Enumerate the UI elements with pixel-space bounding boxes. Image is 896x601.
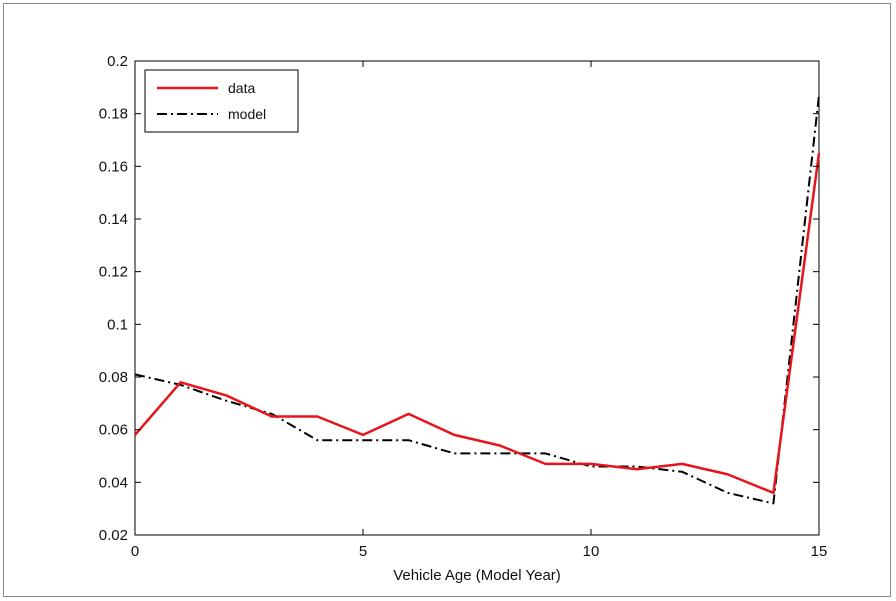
y-tick-label: 0.04 — [99, 474, 128, 491]
y-tick-label: 0.08 — [99, 369, 128, 386]
ticks-layer: 0 5 10 15 0.02 0.04 0.06 0.08 0.1 0.12 0.14 0.16 0.1… — [99, 53, 828, 560]
y-tick-label: 0.12 — [99, 264, 128, 281]
y-tick-label: 0.2 — [107, 53, 128, 70]
series-line-data — [134, 153, 821, 495]
y-tick-label: 0.06 — [99, 422, 128, 439]
x-tick-label: 5 — [359, 543, 367, 560]
y-tick-label: 0.14 — [99, 211, 128, 228]
legend-box — [144, 69, 299, 133]
y-tick-label: 0.18 — [99, 106, 128, 123]
x-tick-label: 10 — [583, 543, 600, 560]
series-line-model — [134, 95, 820, 505]
y-tick-label: 0.16 — [99, 158, 128, 175]
legend-label-data: data — [228, 80, 255, 96]
x-axis-label: Vehicle Age (Model Year) — [393, 567, 561, 584]
legend: data model — [144, 69, 299, 133]
x-tick-label: 0 — [131, 543, 139, 560]
legend-label-model: model — [228, 106, 266, 122]
plot-area — [134, 60, 820, 536]
y-tick-label: 0.1 — [107, 316, 128, 333]
figure-frame — [3, 3, 891, 597]
series-layer — [134, 95, 821, 505]
y-tick-label: 0.02 — [99, 527, 128, 544]
axes-box — [134, 60, 820, 536]
x-tick-label: 15 — [811, 543, 828, 560]
